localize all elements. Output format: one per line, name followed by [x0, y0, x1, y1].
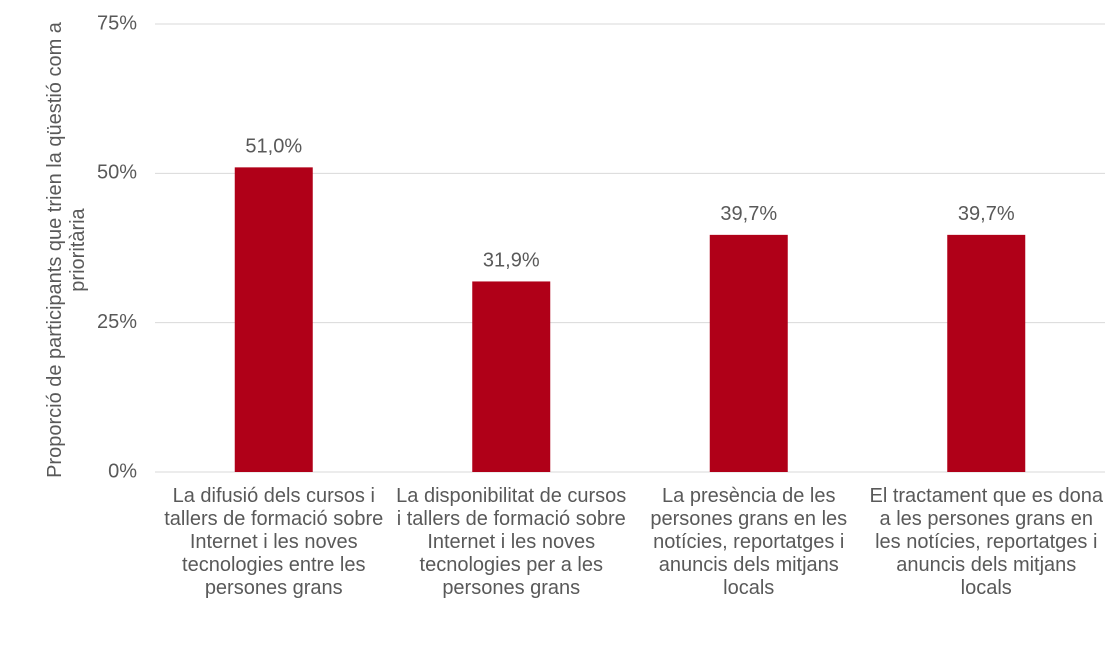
- data-label: 51,0%: [245, 136, 302, 158]
- data-label: 39,7%: [720, 203, 777, 225]
- y-tick-label: 75%: [97, 12, 137, 34]
- bar: [234, 167, 313, 473]
- bar: [709, 234, 788, 472]
- y-axis-label: Proporció de participants que trien la q…: [44, 22, 89, 478]
- x-tick-label: El tractament que es dona a les persones…: [869, 485, 1103, 599]
- y-tick-label: 50%: [97, 162, 137, 184]
- bar: [947, 234, 1026, 472]
- x-tick-label: La difusió dels cursos i tallers de form…: [164, 485, 384, 599]
- bar: [472, 281, 551, 472]
- data-label: 39,7%: [958, 203, 1015, 225]
- x-tick-label: La disponibilitat de cursos i tallers de…: [396, 485, 627, 599]
- data-label: 31,9%: [483, 250, 540, 272]
- y-tick-label: 25%: [97, 311, 137, 333]
- y-tick-label: 0%: [108, 460, 137, 482]
- x-tick-label: La presència de les persones grans en le…: [650, 485, 848, 599]
